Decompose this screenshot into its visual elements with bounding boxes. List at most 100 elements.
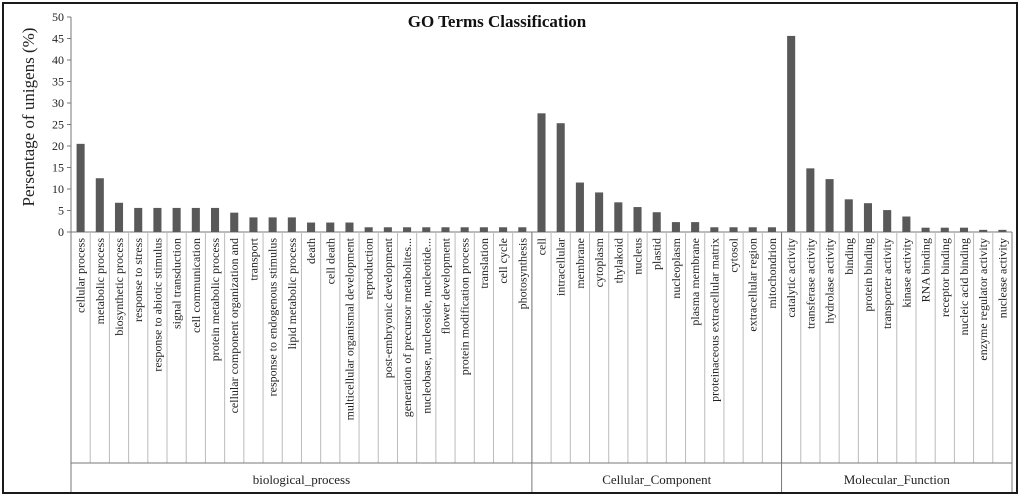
bar [403, 227, 412, 232]
bar [287, 217, 296, 232]
bar [172, 207, 181, 232]
bar [191, 207, 200, 232]
bar [787, 35, 796, 232]
bar [902, 216, 911, 232]
category-label: transporter activity [880, 238, 894, 329]
y-tick-label: 45 [52, 32, 64, 46]
category-label: intracellular [554, 238, 568, 296]
y-tick-label: 25 [52, 118, 64, 132]
bar [153, 207, 162, 232]
category-label: multicellular organismal development [342, 237, 356, 420]
bar [806, 168, 815, 232]
category-label: protein metabolic process [208, 238, 222, 362]
bar [210, 207, 220, 232]
category-label: photosynthesis [515, 238, 529, 310]
bar [364, 227, 373, 232]
category-label: response to abiotic stimulus [150, 238, 164, 372]
category-label: nucleic acid binding [957, 238, 971, 335]
category-label: proteinaceous extracellular matrix [707, 238, 721, 402]
category-label: transferase activity [803, 238, 817, 329]
category-label: catalytic activity [784, 238, 798, 318]
y-tick-label: 40 [52, 53, 64, 67]
y-tick-label: 35 [52, 75, 64, 89]
category-label: protein modification process [458, 238, 472, 376]
category-label: hydrolase activity [823, 238, 837, 324]
category-label: protein binding [861, 238, 875, 312]
category-label: RNA binding [919, 238, 933, 302]
bar [825, 179, 834, 232]
bar [383, 227, 392, 232]
category-label: membrane [573, 238, 587, 289]
bar [844, 199, 853, 232]
category-label: binding [842, 238, 856, 275]
group-label: Molecular_Function [844, 472, 951, 487]
bar [518, 227, 527, 232]
bar [460, 227, 469, 232]
axes: 0 5 10 15 20 25 30 35 40 45 50 [52, 10, 1013, 492]
category-label: cellular process [74, 238, 88, 313]
bar [556, 123, 565, 232]
category-label: nucleobase, nucleoside, nucleotide... [419, 238, 433, 414]
bar [326, 222, 335, 232]
category-label: cell death [323, 238, 337, 284]
bar [959, 227, 969, 232]
category-label: kinase activity [899, 238, 913, 308]
bar [307, 222, 316, 232]
category-label: reproduction [362, 238, 376, 299]
bar [652, 212, 661, 232]
y-tick-label: 10 [52, 182, 64, 196]
category-label: cellular component organization and [227, 238, 241, 413]
category-label: flower development [438, 237, 452, 334]
bar [249, 217, 258, 232]
category-label: receptor binding [938, 238, 952, 317]
category-labels: biological_process Cellular_Component Mole… [74, 237, 1010, 487]
bar [95, 178, 104, 232]
bar [729, 227, 738, 232]
bar [671, 222, 680, 232]
category-label: lipid metabolic process [285, 238, 299, 350]
bar [595, 192, 604, 232]
bar [633, 207, 642, 232]
chart-frame [2, 2, 1018, 494]
y-tick-label: 50 [52, 10, 64, 24]
group-label: biological_process [253, 472, 350, 487]
category-label: nucleoplasm [669, 237, 683, 298]
bar [940, 227, 949, 232]
category-label: biosynthetic process [112, 238, 126, 336]
category-label: thylakoid [611, 238, 625, 283]
bar [863, 203, 873, 232]
category-label: enzyme regulator activity [976, 238, 990, 361]
y-axis-label: Persentage of unigens (%) [19, 28, 38, 207]
y-tick-label: 15 [52, 161, 64, 175]
category-label: nuclease activity [995, 238, 1009, 318]
bar [921, 227, 930, 232]
bar [537, 113, 546, 232]
chart-title: GO Terms Classification [408, 12, 587, 31]
bar [979, 229, 988, 232]
category-label: signal transduction [170, 238, 184, 329]
y-tick-label: 20 [52, 139, 64, 153]
y-tick-label: 0 [58, 225, 64, 239]
category-label: plastid [650, 238, 664, 270]
bar [691, 222, 700, 232]
bar [998, 229, 1007, 232]
category-label: cytosol [727, 237, 741, 272]
bar [76, 143, 85, 232]
group-label: Cellular_Component [602, 472, 711, 487]
y-tick-label: 5 [58, 204, 64, 218]
category-label: response to stress [131, 238, 145, 322]
category-label: translation [477, 238, 491, 289]
category-label: extracellular region [746, 238, 760, 332]
bar [710, 227, 719, 232]
category-label: cell communication [189, 238, 203, 333]
bar [268, 217, 277, 232]
bar [575, 182, 584, 232]
category-label: cell [535, 237, 549, 255]
bar [614, 202, 623, 232]
category-label: death [304, 238, 318, 264]
category-label: metabolic process [93, 238, 107, 325]
category-label: plasma membrane [688, 238, 702, 326]
bar [345, 222, 354, 232]
bar [499, 227, 508, 232]
bar [114, 202, 124, 232]
